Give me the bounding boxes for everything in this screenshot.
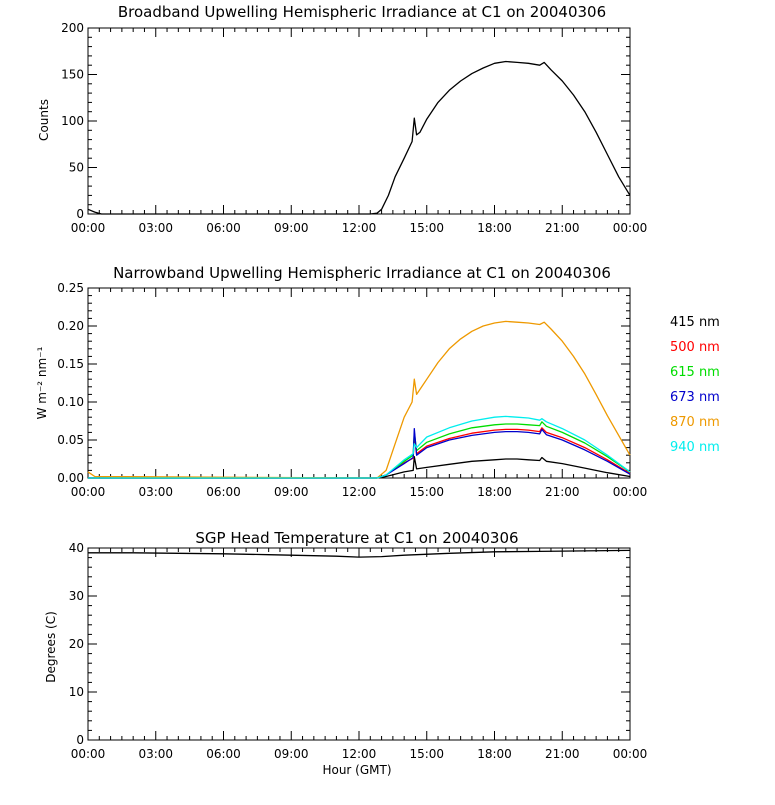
temperature-y-tick-label: 40	[69, 541, 84, 555]
temperature-x-tick-label: 12:00	[342, 747, 377, 761]
narrowband-x-tick-label: 21:00	[545, 485, 580, 499]
temperature-y-tick-label: 0	[76, 733, 84, 747]
temperature-x-tick-label: 00:00	[613, 747, 648, 761]
temperature-x-tick-label: 00:00	[71, 747, 106, 761]
broadband-y-tick-label: 0	[76, 207, 84, 221]
narrowband-y-tick-label: 0.15	[57, 357, 84, 371]
legend-entry-415-nm: 415 nm	[670, 315, 720, 330]
broadband-x-tick-label: 00:00	[613, 221, 648, 235]
broadband-series-line	[87, 60, 631, 215]
panel-broadband: Broadband Upwelling Hemispheric Irradian…	[37, 3, 647, 235]
narrowband-x-tick-label: 18:00	[477, 485, 512, 499]
narrowband-x-tick-label: 00:00	[613, 485, 648, 499]
legend-entry-500-nm: 500 nm	[670, 340, 720, 355]
narrowband-y-tick-label: 0.10	[57, 395, 84, 409]
narrowband-series-615-nm	[88, 421, 631, 479]
temperature-x-tick-label: 06:00	[206, 747, 241, 761]
narrowband-y-tick-label: 0.25	[57, 281, 84, 295]
panel-head-temperature: SGP Head Temperature at C1 on 20040306 D…	[44, 529, 647, 777]
broadband-y-tick-label: 150	[61, 68, 84, 82]
narrowband-y-axis-label: W m⁻² nm⁻¹	[35, 346, 49, 419]
narrowband-y-tick-label: 0.05	[57, 433, 84, 447]
broadband-x-tick-label: 09:00	[274, 221, 309, 235]
narrowband-series-940-nm	[88, 415, 631, 479]
legend-entry-940-nm: 940 nm	[670, 440, 720, 455]
broadband-y-axis-label: Counts	[37, 99, 51, 141]
narrowband-x-tick-label: 09:00	[274, 485, 309, 499]
panel-narrowband: Narrowband Upwelling Hemispheric Irradia…	[35, 264, 720, 499]
temperature-x-axis-label: Hour (GMT)	[322, 763, 391, 777]
narrowband-y-tick-label: 0.20	[57, 319, 84, 333]
temperature-y-tick-label: 10	[69, 685, 84, 699]
broadband-x-tick-label: 18:00	[477, 221, 512, 235]
broadband-x-tick-label: 06:00	[206, 221, 241, 235]
broadband-x-tick-label: 15:00	[409, 221, 444, 235]
temperature-x-tick-label: 09:00	[274, 747, 309, 761]
broadband-y-tick-label: 50	[69, 161, 84, 175]
narrowband-x-tick-label: 15:00	[409, 485, 444, 499]
temperature-series-line	[88, 549, 631, 558]
legend-entry-615-nm: 615 nm	[670, 365, 720, 380]
broadband-chart-title: Broadband Upwelling Hemispheric Irradian…	[118, 3, 606, 21]
narrowband-y-tick-label: 0.00	[57, 471, 84, 485]
temperature-x-tick-label: 15:00	[409, 747, 444, 761]
legend-entry-870-nm: 870 nm	[670, 415, 720, 430]
broadband-x-tick-label: 00:00	[71, 221, 106, 235]
narrowband-x-tick-label: 12:00	[342, 485, 377, 499]
narrowband-legend: 415 nm 500 nm 615 nm 673 nm 870 nm 940 nm	[670, 315, 720, 455]
narrowband-series-870-nm	[87, 320, 631, 479]
narrowband-series-673-nm	[88, 427, 631, 479]
broadband-x-tick-label: 03:00	[138, 221, 173, 235]
temperature-y-axis-label: Degrees (C)	[44, 611, 58, 682]
temperature-y-tick-label: 20	[69, 637, 84, 651]
temperature-x-tick-label: 03:00	[138, 747, 173, 761]
broadband-x-tick-label: 21:00	[545, 221, 580, 235]
narrowband-chart-title: Narrowband Upwelling Hemispheric Irradia…	[113, 264, 611, 282]
broadband-x-tick-label: 12:00	[342, 221, 377, 235]
temperature-chart-title: SGP Head Temperature at C1 on 20040306	[195, 529, 518, 547]
temperature-x-tick-label: 21:00	[545, 747, 580, 761]
temperature-y-tick-label: 30	[69, 589, 84, 603]
narrowband-x-tick-label: 06:00	[206, 485, 241, 499]
broadband-y-tick-label: 100	[61, 114, 84, 128]
narrowband-x-tick-label: 03:00	[138, 485, 173, 499]
temperature-x-tick-label: 18:00	[477, 747, 512, 761]
legend-entry-673-nm: 673 nm	[670, 390, 720, 405]
narrowband-series-415-nm	[88, 456, 631, 479]
broadband-y-tick-label: 200	[61, 21, 84, 35]
narrowband-x-tick-label: 00:00	[71, 485, 106, 499]
